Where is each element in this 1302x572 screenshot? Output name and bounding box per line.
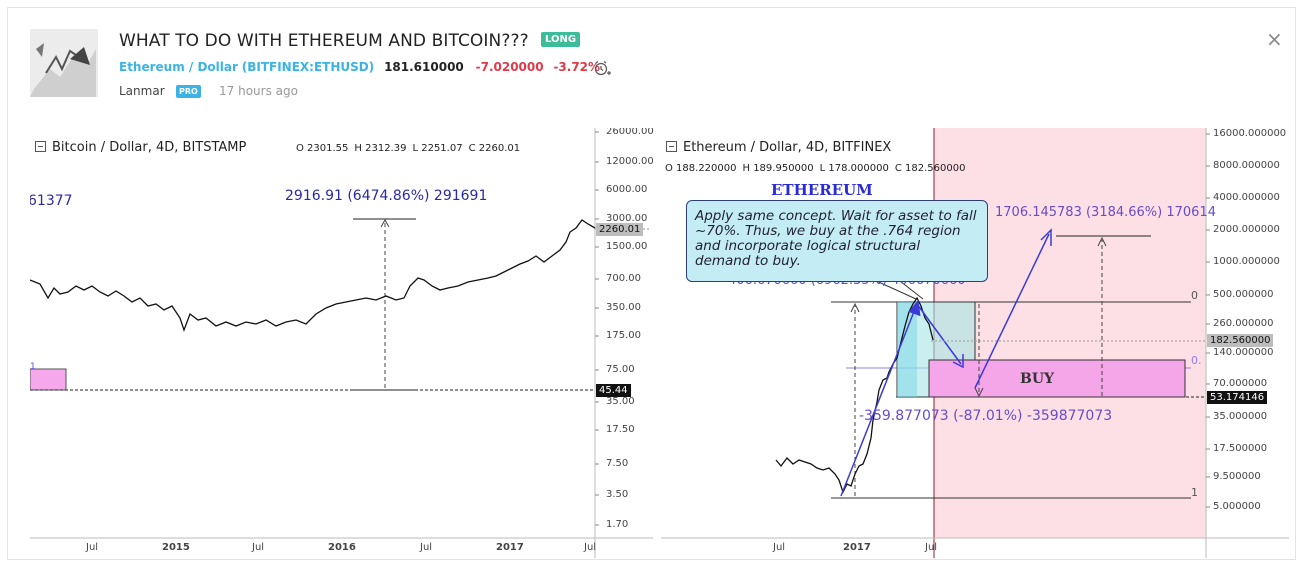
fib-level-0764: 0. <box>1191 354 1202 367</box>
ohlc-high: H 189.950000 <box>742 163 814 174</box>
price-axis-label: 2000.000000 <box>1213 224 1280 235</box>
time-axis-label: 2016 <box>328 542 356 553</box>
ohlc-close: C 2260.01 <box>468 143 521 154</box>
close-icon[interactable]: × <box>1266 27 1283 51</box>
price-axis-label: 8000.000000 <box>1213 160 1280 171</box>
price-axis-label: 350.00 <box>606 302 641 313</box>
price-axis-label: 260.000000 <box>1213 318 1274 329</box>
symbol-name-link[interactable]: Ethereum / Dollar <box>119 60 238 74</box>
time-axis-label: 2015 <box>162 542 190 553</box>
price-axis-label: 26000.00 <box>606 128 653 137</box>
time-axis-label: 2017 <box>496 542 524 553</box>
analysis-note-callout: Apply same concept. Wait for asset to fa… <box>686 200 988 282</box>
lower-measure-label: -359.877073 (-87.01%) -359877073 <box>859 408 1113 424</box>
add-alert-icon[interactable] <box>593 59 611 77</box>
time-axis-label: Jul <box>584 542 597 553</box>
price-axis-label: 75.00 <box>606 364 635 375</box>
collapse-square-icon[interactable] <box>666 141 677 152</box>
bitcoin-ohlc: O 2301.55 H 2312.39 L 2251.07 C 2260.01 <box>296 143 526 154</box>
symbol-paren-open: ( <box>241 60 248 74</box>
time-axis-label: Jul <box>925 542 938 553</box>
fib-level-0: 0 <box>1191 289 1198 302</box>
ethereum-chart-title: Ethereum / Dollar, 4D, BITFINEX <box>666 140 891 155</box>
symbol-paren-close: ) <box>368 60 375 74</box>
symbol-change: -7.020000 <box>475 60 544 74</box>
level-price-tag: 45.44 <box>596 384 631 397</box>
price-range-measure-label: 2916.91 (6474.86%) 291691 <box>285 188 488 204</box>
bitcoin-chart-title-text: Bitcoin / Dollar, 4D, BITSTAMP <box>52 140 247 155</box>
time-axis-label: Jul <box>420 542 433 553</box>
current-price-tag: 182.560000 <box>1207 334 1274 347</box>
ohlc-open: O 2301.55 <box>296 143 349 154</box>
long-badge: LONG <box>541 32 581 47</box>
published-time: 17 hours ago <box>219 84 298 98</box>
price-axis-label: 16000.000000 <box>1213 128 1287 139</box>
symbol-change-percent: -3.72% <box>553 60 601 74</box>
bitcoin-chart[interactable]: Bitcoin / Dollar, 4D, BITSTAMP O 2301.55… <box>30 128 653 558</box>
price-axis-label: 1000.000000 <box>1213 256 1280 267</box>
author-avatar[interactable] <box>30 29 98 97</box>
ethereum-chart[interactable]: Ethereum / Dollar, 4D, BITFINEX O 188.22… <box>661 128 1289 558</box>
bitcoin-chart-canvas <box>30 128 653 558</box>
level-price-tag: 53.174146 <box>1207 391 1268 404</box>
price-axis-label: 1500.00 <box>606 241 648 252</box>
symbol-ticker-link[interactable]: BITFINEX:ETHUSD <box>247 60 369 74</box>
price-axis-label: 140.000000 <box>1213 347 1274 358</box>
ethereum-chart-canvas <box>661 128 1289 558</box>
cut-measure-label: 61377 <box>30 193 73 209</box>
price-axis-label: 12000.00 <box>606 156 653 167</box>
time-axis-label: 2017 <box>843 542 871 553</box>
ethereum-heading: ETHEREUM <box>771 181 873 199</box>
pro-badge: PRO <box>176 85 201 98</box>
ohlc-low: L 2251.07 <box>412 143 463 154</box>
price-axis-label: 175.00 <box>606 330 641 341</box>
cut-fib-label: 1 <box>30 362 36 372</box>
ethereum-chart-title-text: Ethereum / Dollar, 4D, BITFINEX <box>683 140 892 155</box>
price-axis-label: 700.00 <box>606 273 641 284</box>
price-axis-label: 70.000000 <box>1213 378 1268 389</box>
price-axis-label: 35.000000 <box>1213 411 1268 422</box>
collapse-square-icon[interactable] <box>35 141 46 152</box>
price-axis-label: 17.500000 <box>1213 443 1268 454</box>
idea-title: WHAT TO DO WITH ETHEREUM AND BITCOIN??? <box>119 31 529 51</box>
author-name[interactable]: Lanmar <box>119 84 165 98</box>
current-price-tag: 2260.01 <box>596 223 644 236</box>
price-axis-label: 4000.000000 <box>1213 192 1280 203</box>
price-axis-label: 3.50 <box>606 489 629 500</box>
time-axis-label: Jul <box>773 542 786 553</box>
price-axis-label: 500.000000 <box>1213 289 1274 300</box>
price-axis-label: 35.00 <box>606 396 635 407</box>
time-axis-label: Jul <box>86 542 99 553</box>
price-axis-label: 1.70 <box>606 519 629 530</box>
price-axis-label: 3000.00 <box>606 213 648 224</box>
ethereum-ohlc: O 188.220000 H 189.950000 L 178.000000 C 18… <box>665 163 971 174</box>
bitcoin-chart-title: Bitcoin / Dollar, 4D, BITSTAMP <box>35 140 246 155</box>
ohlc-high: H 2312.39 <box>354 143 407 154</box>
price-axis-label: 9.500000 <box>1213 471 1261 482</box>
ohlc-low: L 178.000000 <box>819 163 889 174</box>
time-axis-label: Jul <box>252 542 265 553</box>
buy-label: BUY <box>1020 371 1055 387</box>
ohlc-close: C 182.560000 <box>894 163 966 174</box>
symbol-price: 181.610000 <box>384 60 464 74</box>
symbol-row: Ethereum / Dollar (BITFINEX:ETHUSD) 181.… <box>119 60 600 74</box>
price-axis-label: 7.50 <box>606 458 629 469</box>
price-axis-label: 5.000000 <box>1213 501 1261 512</box>
price-axis-label: 6000.00 <box>606 184 648 195</box>
fib-level-1: 1 <box>1191 486 1198 499</box>
price-axis-label: 17.50 <box>606 424 635 435</box>
target-measure-label: 1706.145783 (3184.66%) 170614 <box>995 205 1216 220</box>
ohlc-open: O 188.220000 <box>665 163 737 174</box>
